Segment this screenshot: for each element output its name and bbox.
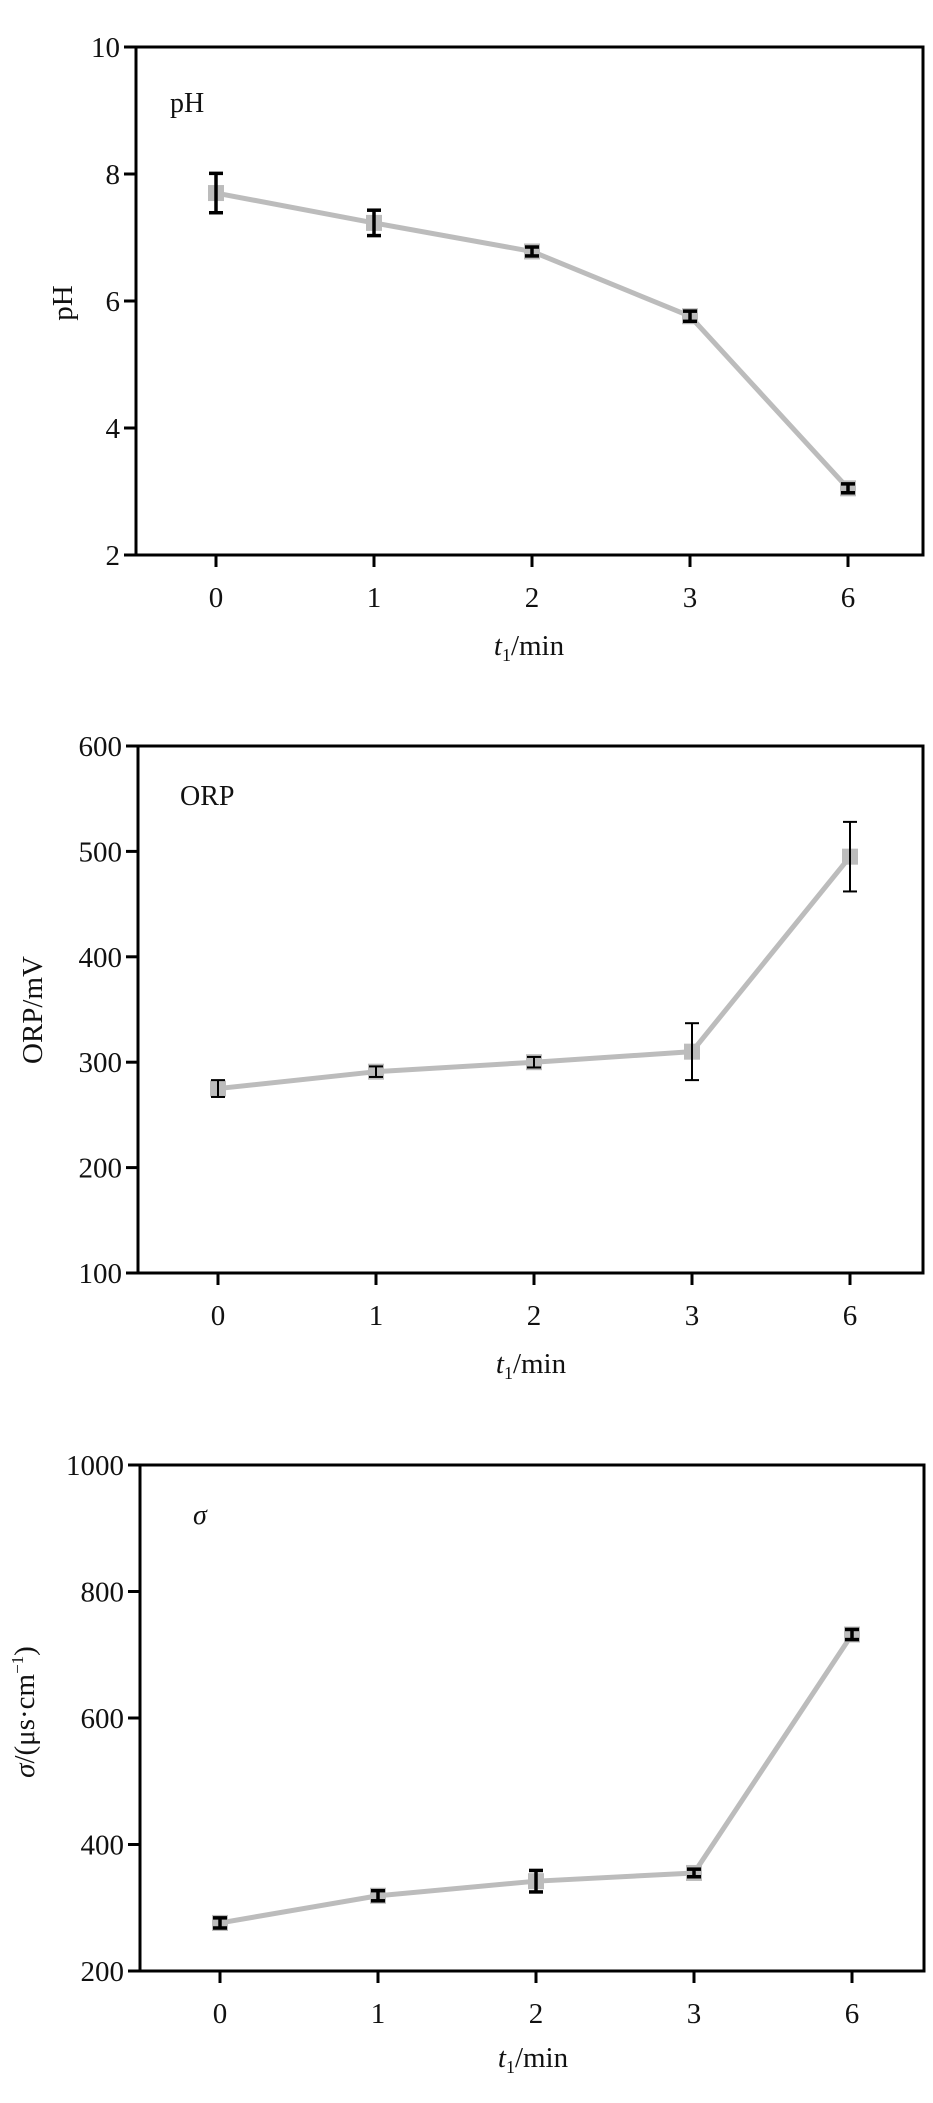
x-tick-label: 3: [683, 582, 698, 614]
x-tick-label: 6: [843, 1300, 858, 1332]
y-tick-label: 100: [79, 1258, 123, 1290]
x-tick-label: 2: [525, 582, 540, 614]
x-tick-label: 2: [529, 1998, 544, 2030]
error-bar: [211, 1079, 225, 1098]
x-tick-label: 3: [687, 1998, 702, 2030]
y-tick-label: 6: [106, 286, 121, 318]
error-bar: [685, 1022, 699, 1082]
error-bar: [213, 1916, 227, 1930]
y-tick-label: 4: [106, 413, 121, 445]
chart-conductivity: 200 400 600 800 1000 0 1 2 3 6 σ σ/(μs·cm−1) t1/m…: [8, 1450, 926, 2077]
plot-frame: [134, 45, 925, 557]
error-bar: [209, 171, 223, 215]
error-bar: [529, 1868, 543, 1894]
x-tick-label: 2: [527, 1300, 542, 1332]
error-bar: [845, 1627, 859, 1642]
sigma-y-axis-label: σ/(μs·cm−1): [8, 1646, 41, 1778]
y-tick-label: 800: [81, 1577, 125, 1609]
x-tick-label: 6: [845, 1998, 860, 2030]
error-bar: [367, 208, 381, 238]
y-tick-label: 200: [81, 1956, 125, 1988]
y-tick-label: 400: [79, 942, 123, 974]
y-tick-label: 600: [81, 1703, 125, 1735]
error-bar: [371, 1888, 385, 1903]
x-tick-label: 1: [371, 1998, 386, 2030]
data-line: [215, 190, 850, 491]
x-tick-label: 0: [211, 1300, 226, 1332]
ph-y-axis-label: pH: [47, 285, 79, 321]
x-tick-label: 1: [367, 582, 382, 614]
y-tick-label: 200: [79, 1153, 123, 1185]
x-tick-label: 6: [841, 582, 856, 614]
error-bar: [369, 1065, 383, 1078]
error-bar: [527, 1055, 541, 1069]
error-bar: [843, 820, 857, 893]
chart-orp: 100 200 300 400 500 600 0 1 2 3 6 ORP ORP/mV t1/mi…: [17, 731, 925, 1383]
y-tick-label: 500: [79, 836, 123, 868]
plot-frame: [136, 744, 925, 1275]
x-tick-label: 3: [685, 1300, 700, 1332]
ph-plot-area: 2 4 6 8 10 0 1 2 3 6: [91, 32, 925, 614]
y-tick-label: 400: [81, 1830, 125, 1862]
plot-frame: [138, 1463, 926, 1973]
error-bar: [841, 482, 855, 495]
y-tick-label: 10: [91, 32, 120, 64]
chart-ph: 2 4 6 8 10 0 1 2 3 6 pH pH t1/min: [47, 32, 925, 665]
ph-x-axis-label: t1/min: [494, 630, 565, 665]
orp-plot-area: 100 200 300 400 500 600 0 1 2 3 6: [79, 731, 925, 1332]
y-tick-label: 1000: [66, 1450, 124, 1482]
error-bar: [525, 245, 539, 258]
sigma-panel-label: σ: [193, 1500, 208, 1531]
orp-x-axis-label: t1/min: [496, 1348, 567, 1383]
ph-panel-label: pH: [170, 88, 204, 119]
error-bar: [683, 309, 697, 324]
x-tick-label: 0: [209, 582, 224, 614]
y-tick-label: 600: [79, 731, 123, 763]
y-tick-label: 8: [106, 159, 121, 191]
orp-y-axis-label: ORP/mV: [17, 956, 49, 1064]
data-line: [217, 855, 852, 1092]
orp-panel-label: ORP: [180, 781, 234, 812]
x-tick-label: 1: [369, 1300, 384, 1332]
sigma-x-axis-label: t1/min: [498, 2042, 569, 2077]
x-tick-label: 0: [213, 1998, 228, 2030]
y-tick-label: 300: [79, 1047, 123, 1079]
y-tick-label: 2: [106, 540, 121, 572]
error-bar: [687, 1867, 701, 1879]
sigma-plot-area: 200 400 600 800 1000 0 1 2 3 6: [66, 1450, 926, 2030]
